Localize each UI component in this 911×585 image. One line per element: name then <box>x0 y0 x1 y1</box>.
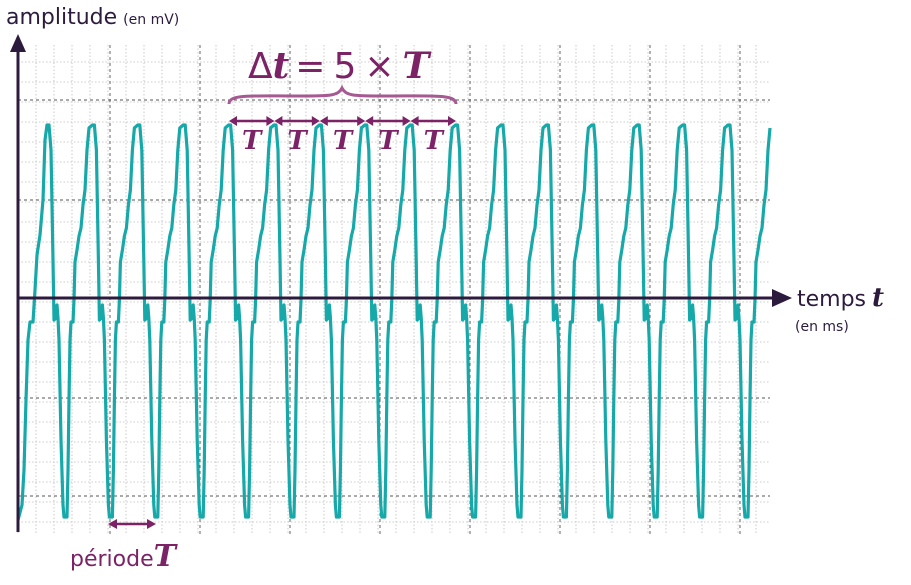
t-symbol: t <box>273 45 290 87</box>
x-axis-label: temps t <box>797 283 884 313</box>
period-label: périodeT <box>70 539 179 574</box>
delta: Δ <box>248 46 273 87</box>
arrow-head <box>319 116 328 126</box>
y-axis-label-text: amplitude <box>6 5 117 30</box>
arrow-head <box>311 116 320 126</box>
period-T-label: T <box>242 126 263 156</box>
brace <box>227 84 458 105</box>
period-symbol: T <box>154 539 179 574</box>
x-axis-arrow <box>772 289 792 307</box>
x-axis-label-text: temps <box>797 287 866 312</box>
period-T-label: T <box>424 126 445 156</box>
x-axis-symbol: t <box>872 283 884 313</box>
T-symbol: T <box>403 45 432 87</box>
arrow-head <box>410 116 419 126</box>
interval-formula: Δt = 5 × T <box>248 45 432 87</box>
arrow-head <box>402 116 411 126</box>
arrow-head <box>266 116 275 126</box>
five: 5 <box>333 46 356 87</box>
y-axis-unit: (en mV) <box>123 12 179 28</box>
period-arrow <box>108 519 156 529</box>
x-axis-unit: (en ms) <box>795 319 849 335</box>
equals: = <box>295 46 325 87</box>
arrow-head <box>365 116 374 126</box>
waveform <box>16 123 772 521</box>
period-T-label: T <box>333 126 354 156</box>
arrow-head <box>274 116 283 126</box>
y-axis-arrow <box>10 34 26 52</box>
arrow-head <box>357 116 366 126</box>
period-text: période <box>70 547 154 572</box>
arrow-head <box>229 116 237 126</box>
period-T-label: T <box>378 126 399 156</box>
y-axis-label: amplitude (en mV) <box>6 5 179 30</box>
arrow-head <box>448 116 456 126</box>
period-T-label: T <box>287 126 308 156</box>
times: × <box>364 46 394 87</box>
